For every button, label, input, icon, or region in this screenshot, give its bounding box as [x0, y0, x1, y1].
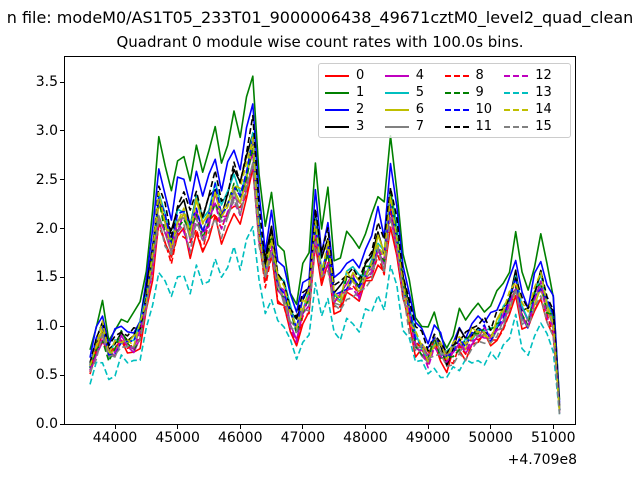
- y-tick-mark: [60, 179, 64, 181]
- x-tick-label: 47000: [280, 430, 326, 446]
- x-tick-label: 51000: [530, 430, 576, 446]
- legend-entry-10: 10: [444, 101, 505, 118]
- legend-label: 0: [356, 68, 365, 83]
- legend-label: 13: [535, 85, 552, 100]
- legend-entry-2: 2: [325, 101, 385, 118]
- legend-line-sample: [444, 108, 469, 111]
- legend-entry-8: 8: [444, 67, 505, 84]
- legend-entry-7: 7: [384, 118, 445, 135]
- legend-entry-12: 12: [504, 67, 564, 84]
- legend-label: 9: [475, 85, 484, 100]
- legend-entry-9: 9: [444, 84, 505, 101]
- legend-line-sample: [504, 74, 529, 77]
- y-tick-label: 1.5: [35, 269, 58, 286]
- legend-label: 7: [415, 119, 425, 134]
- legend-entry-3: 3: [325, 118, 385, 135]
- y-tick-mark: [60, 325, 64, 327]
- legend-label: 15: [535, 119, 552, 134]
- y-tick-mark: [60, 81, 64, 83]
- legend-entry-1: 1: [325, 84, 385, 101]
- legend-label: 6: [415, 102, 425, 117]
- y-tick-label: 2.0: [35, 220, 58, 237]
- legend: 0 1 2 3 4 5 6 7 8 9 10 11 12 13 14 15: [318, 63, 571, 138]
- x-tick-mark: [302, 425, 304, 429]
- y-tick-mark: [60, 374, 64, 376]
- y-tick-label: 3.0: [35, 122, 58, 139]
- x-tick-label: 46000: [217, 430, 263, 446]
- legend-label: 12: [535, 68, 552, 83]
- y-tick-mark: [60, 423, 64, 425]
- line-chart: [89, 75, 561, 415]
- series-line-11: [89, 114, 561, 411]
- y-tick-mark: [60, 130, 64, 132]
- x-tick-mark: [427, 425, 429, 429]
- legend-entry-6: 6: [384, 101, 445, 118]
- series-line-1: [89, 75, 561, 400]
- y-tick-label: 2.5: [35, 171, 58, 188]
- legend-line-sample: [444, 74, 469, 77]
- legend-label: 3: [356, 119, 365, 134]
- x-tick-label: 44000: [92, 430, 138, 446]
- legend-line-sample: [444, 91, 469, 94]
- legend-line-sample: [444, 125, 469, 128]
- y-tick-label: 0.0: [35, 416, 58, 432]
- legend-entry-15: 15: [504, 118, 564, 135]
- legend-label: 10: [475, 102, 493, 117]
- legend-label: 8: [475, 68, 484, 83]
- x-tick-label: 50000: [468, 430, 513, 446]
- x-tick-label: 45000: [155, 430, 200, 446]
- legend-entry-11: 11: [444, 118, 505, 135]
- series-line-2: [89, 103, 561, 403]
- series-line-4: [89, 152, 561, 408]
- legend-line-sample: [384, 74, 409, 77]
- x-tick-mark: [114, 425, 116, 429]
- legend-line-sample: [325, 91, 349, 94]
- legend-entry-4: 4: [384, 67, 445, 84]
- x-tick-mark: [177, 425, 179, 429]
- legend-line-sample: [384, 91, 409, 94]
- legend-line-sample: [504, 125, 529, 128]
- x-tick-mark: [490, 425, 492, 429]
- legend-entry-5: 5: [384, 84, 445, 101]
- legend-line-sample: [504, 108, 529, 111]
- legend-label: 1: [356, 85, 365, 100]
- legend-label: 2: [356, 102, 365, 117]
- legend-entry-13: 13: [504, 84, 564, 101]
- x-tick-label: 49000: [405, 430, 451, 446]
- series-line-13: [89, 225, 561, 415]
- legend-entry-14: 14: [504, 101, 564, 118]
- legend-line-sample: [384, 108, 409, 111]
- legend-label: 5: [415, 85, 425, 100]
- plot-title: Quadrant 0 module wise count rates with …: [116, 33, 524, 51]
- series-line-10: [89, 137, 561, 411]
- legend-line-sample: [325, 108, 349, 111]
- x-tick-label: 48000: [343, 430, 388, 446]
- legend-line-sample: [325, 74, 349, 77]
- legend-line-sample: [504, 91, 529, 94]
- x-axis-offset-label: +4.709e8: [507, 452, 577, 468]
- y-tick-mark: [60, 276, 64, 278]
- y-tick-label: 0.5: [35, 367, 58, 384]
- series-line-9: [89, 146, 561, 411]
- x-tick-mark: [364, 425, 366, 429]
- y-tick-label: 3.5: [35, 74, 58, 90]
- legend-entry-0: 0: [325, 67, 385, 84]
- figure-title-filename: n file: modeM0/AS1T05_233T01_9000006438_…: [6, 8, 634, 27]
- legend-label: 4: [415, 68, 425, 83]
- series-line-15: [89, 163, 561, 415]
- y-tick-label: 1.0: [35, 318, 58, 335]
- legend-line-sample: [384, 125, 409, 128]
- y-tick-mark: [60, 228, 64, 230]
- legend-label: 11: [475, 119, 493, 134]
- legend-label: 14: [535, 102, 552, 117]
- x-tick-mark: [239, 425, 241, 429]
- series-line-14: [89, 138, 561, 414]
- legend-line-sample: [325, 125, 349, 128]
- x-tick-mark: [552, 425, 554, 429]
